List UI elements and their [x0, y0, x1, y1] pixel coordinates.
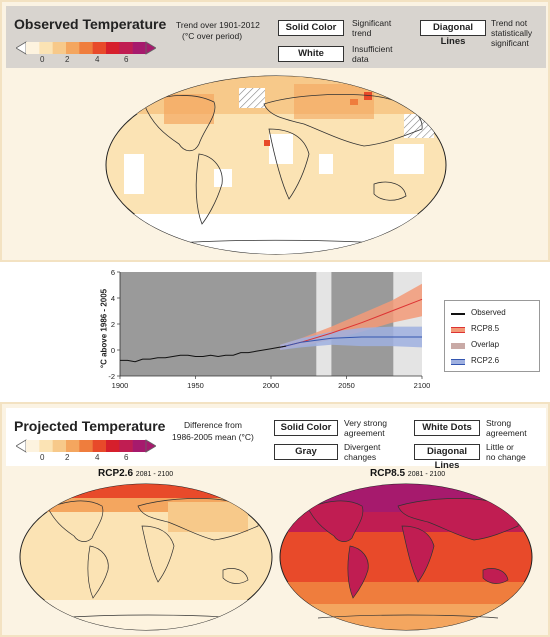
legend-overlap: Overlap — [471, 340, 500, 349]
scale-cell — [26, 42, 40, 54]
proj-diagonal-key: Diagonal Lines — [414, 444, 480, 471]
diagonal-desc-1: Trend not — [491, 18, 528, 28]
solid-color-desc-1: Significant — [352, 18, 392, 28]
x-tick-label: 2100 — [414, 381, 431, 390]
legend-rcp85-swatch — [451, 327, 465, 333]
projected-color-scale — [16, 439, 156, 453]
scale-cell — [52, 42, 67, 54]
proj-solid-color-key: Solid Color — [274, 420, 338, 436]
rcp26-band — [280, 326, 422, 350]
scale-cell — [132, 440, 147, 452]
scale-cell — [119, 440, 133, 452]
proj-solid-desc-2: agreement — [344, 428, 385, 438]
y-tick-label: 6 — [111, 268, 115, 277]
rcp85-title: RCP8.5 — [370, 468, 406, 479]
scale-cell — [92, 42, 107, 54]
scale-cell — [26, 440, 40, 452]
proj-scale-tick-4: 4 — [95, 453, 100, 462]
diagonal-lines-key: Diagonal Lines — [420, 20, 486, 47]
rcp85-band — [280, 283, 422, 350]
chart-legend: Observed RCP8.5 Overlap RCP2.6 — [444, 300, 540, 372]
rcp85-map — [279, 483, 533, 631]
x-tick-label: 1900 — [112, 381, 129, 390]
rcp85-period: 2081 - 2100 — [407, 471, 446, 478]
legend-observed-swatch — [451, 313, 465, 315]
proj-scale-tick-0: 0 — [40, 453, 45, 462]
scale-cell — [66, 42, 80, 54]
proj-white-dots-desc-2: agreement — [486, 428, 527, 438]
rcp26-period: 2081 - 2100 — [135, 471, 174, 478]
projected-title: Projected Temperature — [14, 418, 166, 434]
diff-label: Difference from — [184, 420, 242, 430]
projected-temperature-panel: Projected Temperature 0 2 4 6 Difference… — [0, 402, 550, 637]
trend-unit-label: (°C over period) — [182, 31, 243, 41]
scale-cell — [132, 42, 147, 54]
proj-diagonal-desc-2: no change — [486, 452, 526, 462]
y-tick-label: -2 — [108, 372, 115, 381]
diagonal-desc-2: statistically — [491, 28, 533, 38]
x-tick-label: 1950 — [187, 381, 204, 390]
x-tick-label: 2000 — [263, 381, 280, 390]
white-desc-1: Insufficient — [352, 44, 393, 54]
scale-cell — [106, 42, 120, 54]
scale-cell — [52, 440, 67, 452]
scale-cell — [39, 440, 53, 452]
scale-tick-6: 6 — [124, 55, 129, 64]
observed-map — [105, 75, 447, 255]
diagonal-desc-3: significant — [491, 38, 529, 48]
legend-overlap-swatch — [451, 343, 465, 349]
rcp26-line — [279, 336, 422, 348]
proj-solid-desc-1: Very strong — [344, 418, 387, 428]
scale-cell — [106, 440, 120, 452]
scale-cell — [92, 440, 107, 452]
trend-label: Trend over 1901-2012 — [176, 20, 260, 30]
proj-gray-key: Gray — [274, 444, 338, 460]
observed-temperature-panel: Observed Temperature 0 2 4 6 Trend over … — [0, 0, 550, 262]
x-tick-label: 2050 — [338, 381, 355, 390]
proj-scale-tick-2: 2 — [65, 453, 70, 462]
y-tick-label: 2 — [111, 320, 115, 329]
scale-cell — [39, 42, 53, 54]
white-key: White — [278, 46, 344, 62]
proj-gray-desc-1: Divergent — [344, 442, 381, 452]
scale-cell — [79, 440, 93, 452]
rcp26-map-title: RCP2.6 2081 - 2100 — [98, 468, 173, 479]
solid-color-key: Solid Color — [278, 20, 344, 36]
y-tick-label: 0 — [111, 346, 115, 355]
proj-gray-desc-2: changes — [344, 452, 377, 462]
proj-white-dots-desc-1: Strong — [486, 418, 512, 428]
projected-header: Projected Temperature 0 2 4 6 Difference… — [6, 408, 546, 471]
scale-cell — [66, 440, 80, 452]
proj-scale-tick-6: 6 — [124, 453, 129, 462]
white-desc-2: data — [352, 54, 369, 64]
legend-rcp26: RCP2.6 — [471, 356, 500, 365]
scale-tick-4: 4 — [95, 55, 100, 64]
scale-tick-0: 0 — [40, 55, 45, 64]
scale-cell — [79, 42, 93, 54]
y-axis-label: °C above 1986 - 2005 — [99, 288, 109, 369]
observed-color-scale — [16, 41, 156, 55]
legend-rcp26-swatch — [451, 359, 465, 365]
rcp26-map — [19, 483, 273, 631]
proj-diagonal-desc-1: Little or — [486, 442, 514, 452]
observed-line — [120, 345, 287, 363]
rcp26-title: RCP2.6 — [98, 468, 134, 479]
legend-rcp85: RCP8.5 — [471, 324, 500, 333]
proj-white-dots-key: White Dots — [414, 420, 480, 436]
observed-header: Observed Temperature 0 2 4 6 Trend over … — [6, 6, 546, 68]
shaded-period — [316, 272, 332, 376]
observed-title: Observed Temperature — [14, 16, 167, 32]
scale-cell — [119, 42, 133, 54]
solid-color-desc-2: trend — [352, 28, 372, 38]
temperature-time-series-chart: -2 0 2 4 6 1900 1950 2000 2050 2100 — [108, 268, 431, 390]
legend-observed: Observed — [471, 308, 506, 317]
diff-unit-label: 1986-2005 mean (°C) — [172, 432, 254, 442]
scale-tick-2: 2 — [65, 55, 70, 64]
y-axis-label-holder: °C above 1986 - 2005 — [96, 270, 109, 390]
rcp85-map-title: RCP8.5 2081 - 2100 — [370, 468, 445, 479]
y-tick-label: 4 — [111, 294, 115, 303]
